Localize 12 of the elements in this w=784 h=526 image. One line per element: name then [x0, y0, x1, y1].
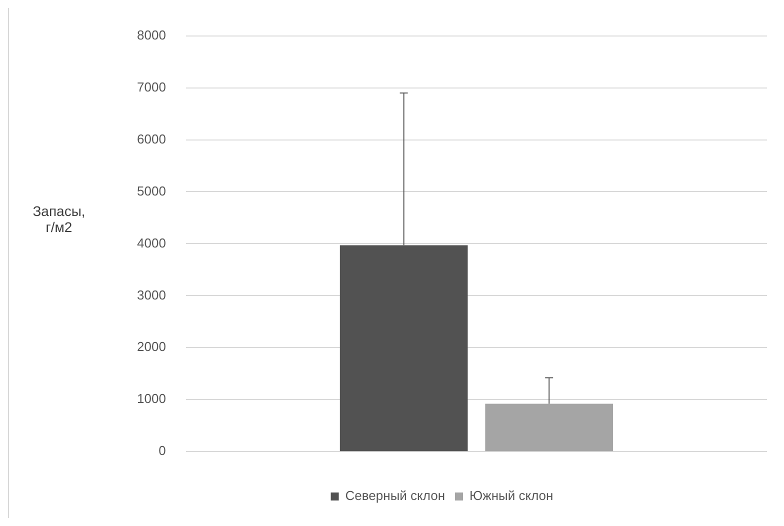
y-tick-label: 7000	[137, 79, 166, 94]
y-tick-label: 6000	[137, 131, 166, 146]
y-axis-title: Запасы, г/м2	[32, 203, 86, 235]
y-tick-label: 1000	[137, 391, 166, 406]
legend-label: Южный склон	[470, 488, 554, 504]
y-tick-label: 3000	[137, 287, 166, 302]
y-tick-label: 0	[158, 443, 166, 458]
legend-label: Северный склон	[345, 488, 446, 504]
y-tick-label: 8000	[137, 27, 166, 42]
y-tick-label: 2000	[137, 339, 166, 354]
y-tick-label: 4000	[137, 235, 166, 250]
y-tick-label: 5000	[137, 183, 166, 198]
